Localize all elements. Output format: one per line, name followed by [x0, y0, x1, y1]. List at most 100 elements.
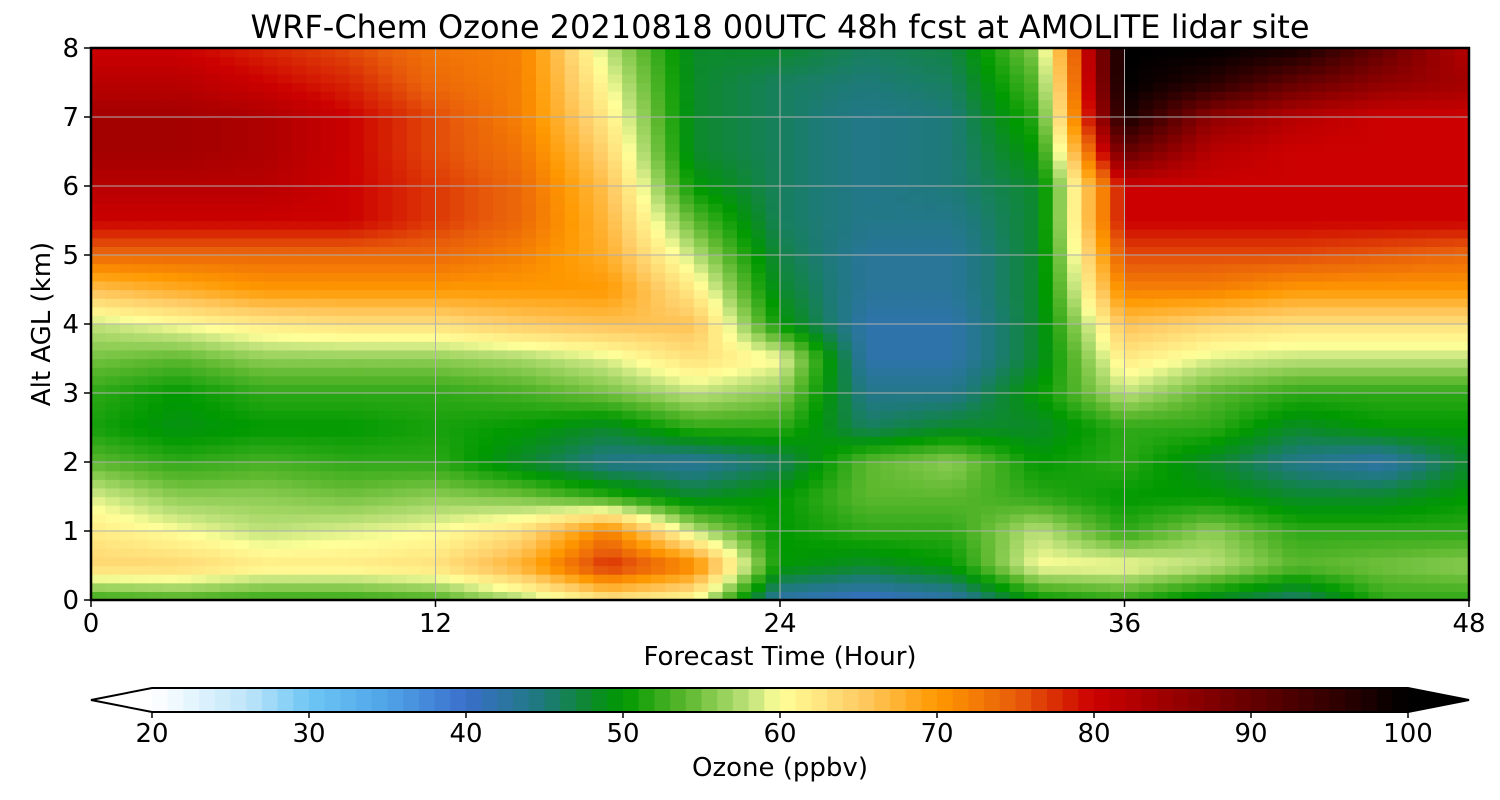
heatmap-cell	[119, 410, 135, 420]
heatmap-cell	[1196, 574, 1212, 584]
heatmap-cell	[1239, 393, 1255, 403]
heatmap-cell	[823, 341, 839, 351]
heatmap-cell	[780, 548, 795, 558]
heatmap-cell	[794, 168, 810, 178]
heatmap-cell	[722, 479, 738, 489]
heatmap-cell	[1196, 237, 1212, 247]
heatmap-cell	[1224, 384, 1240, 394]
heatmap-cell	[1224, 315, 1240, 325]
heatmap-cell	[1339, 367, 1355, 377]
heatmap-cell	[923, 539, 939, 549]
heatmap-cell	[1454, 160, 1469, 170]
heatmap-cell	[1181, 263, 1197, 273]
heatmap-cell	[1253, 186, 1269, 196]
heatmap-cell	[780, 384, 795, 394]
heatmap-cell	[1210, 453, 1226, 463]
heatmap-cell	[1181, 393, 1197, 403]
heatmap-cell	[119, 393, 135, 403]
heatmap-cell	[665, 582, 681, 592]
heatmap-cell	[722, 496, 738, 506]
heatmap-cell	[1095, 591, 1111, 600]
heatmap-cell	[579, 332, 594, 342]
heatmap-cell	[392, 186, 408, 196]
heatmap-cell	[894, 237, 910, 247]
heatmap-cell	[177, 168, 193, 178]
heatmap-cell	[550, 194, 566, 204]
heatmap-cell	[105, 298, 121, 308]
heatmap-cell	[1382, 186, 1398, 196]
heatmap-cell	[535, 341, 551, 351]
heatmap-cell	[1368, 418, 1384, 429]
heatmap-cell	[1153, 522, 1169, 532]
heatmap-cell	[1081, 177, 1097, 187]
heatmap-cell	[1138, 349, 1154, 360]
heatmap-cell	[1181, 591, 1197, 600]
heatmap-cell	[736, 556, 752, 567]
heatmap-cell	[1296, 255, 1312, 265]
heatmap-cell	[521, 332, 537, 342]
heatmap-cell	[866, 263, 882, 273]
heatmap-cell	[291, 427, 307, 437]
heatmap-cell	[220, 548, 236, 558]
heatmap-cell	[277, 591, 293, 600]
heatmap-cell	[1009, 220, 1025, 230]
heatmap-cell	[263, 470, 279, 480]
heatmap-cell	[966, 410, 982, 420]
heatmap-cell	[794, 401, 810, 411]
heatmap-cell	[1268, 177, 1283, 187]
heatmap-cell	[162, 470, 178, 480]
heatmap-cell	[191, 289, 207, 299]
heatmap-cell	[119, 280, 135, 291]
heatmap-cell	[507, 531, 523, 541]
heatmap-cell	[406, 513, 422, 523]
heatmap-cell	[464, 539, 480, 549]
heatmap-cell	[119, 177, 135, 187]
heatmap-cell	[636, 574, 652, 584]
heatmap-cell	[119, 496, 135, 506]
heatmap-cell	[521, 237, 537, 247]
heatmap-cell	[277, 522, 293, 532]
heatmap-cell	[1253, 565, 1269, 575]
heatmap-cell	[421, 582, 437, 592]
heatmap-cell	[1009, 246, 1025, 256]
heatmap-cell	[177, 341, 193, 351]
heatmap-cell	[1110, 168, 1126, 178]
heatmap-cell	[1397, 358, 1413, 368]
heatmap-cell	[765, 410, 781, 420]
heatmap-cell	[823, 479, 839, 489]
heatmap-cell	[1095, 306, 1111, 316]
heatmap-cell	[191, 168, 207, 178]
heatmap-cell	[866, 341, 882, 351]
heatmap-cell	[980, 168, 996, 178]
heatmap-cell	[1397, 306, 1413, 316]
heatmap-cell	[105, 142, 121, 153]
heatmap-cell	[1024, 246, 1039, 256]
heatmap-cell	[736, 462, 752, 472]
heatmap-cell	[593, 298, 609, 308]
heatmap-cell	[937, 341, 953, 351]
heatmap-cell	[1397, 591, 1413, 600]
heatmap-cell	[1311, 289, 1327, 299]
heatmap-cell	[736, 194, 752, 204]
heatmap-cell	[1325, 496, 1341, 506]
heatmap-cell	[794, 384, 810, 394]
heatmap-cell	[837, 496, 853, 506]
heatmap-cell	[277, 324, 293, 334]
heatmap-cell	[650, 496, 666, 506]
heatmap-cell	[406, 263, 422, 273]
heatmap-cell	[1124, 401, 1140, 411]
heatmap-cell	[937, 324, 953, 334]
heatmap-cell	[162, 410, 178, 420]
heatmap-cell	[1210, 160, 1226, 170]
heatmap-cell	[406, 315, 422, 325]
heatmap-cell	[1296, 418, 1312, 429]
heatmap-cell	[220, 410, 236, 420]
heatmap-cell	[1397, 582, 1413, 592]
heatmap-cell	[880, 574, 896, 584]
heatmap-cell	[966, 280, 982, 291]
heatmap-cell	[851, 548, 867, 558]
heatmap-cell	[894, 444, 910, 454]
heatmap-cell	[421, 272, 437, 282]
heatmap-cell	[320, 565, 336, 575]
heatmap-cell	[535, 453, 551, 463]
